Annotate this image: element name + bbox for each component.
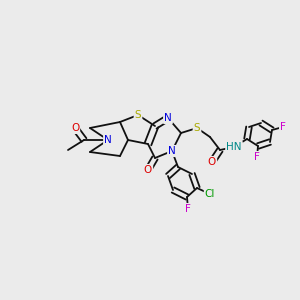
Text: S: S [135,110,141,120]
Text: O: O [208,157,216,167]
Text: N: N [168,146,176,156]
Text: F: F [185,204,191,214]
Text: N: N [164,113,172,123]
Text: F: F [254,152,260,162]
Text: Cl: Cl [205,189,215,199]
Text: N: N [104,135,112,145]
Text: S: S [194,123,200,133]
Text: O: O [71,123,79,133]
Text: HN: HN [226,142,242,152]
Text: O: O [144,165,152,175]
Text: F: F [280,122,286,132]
